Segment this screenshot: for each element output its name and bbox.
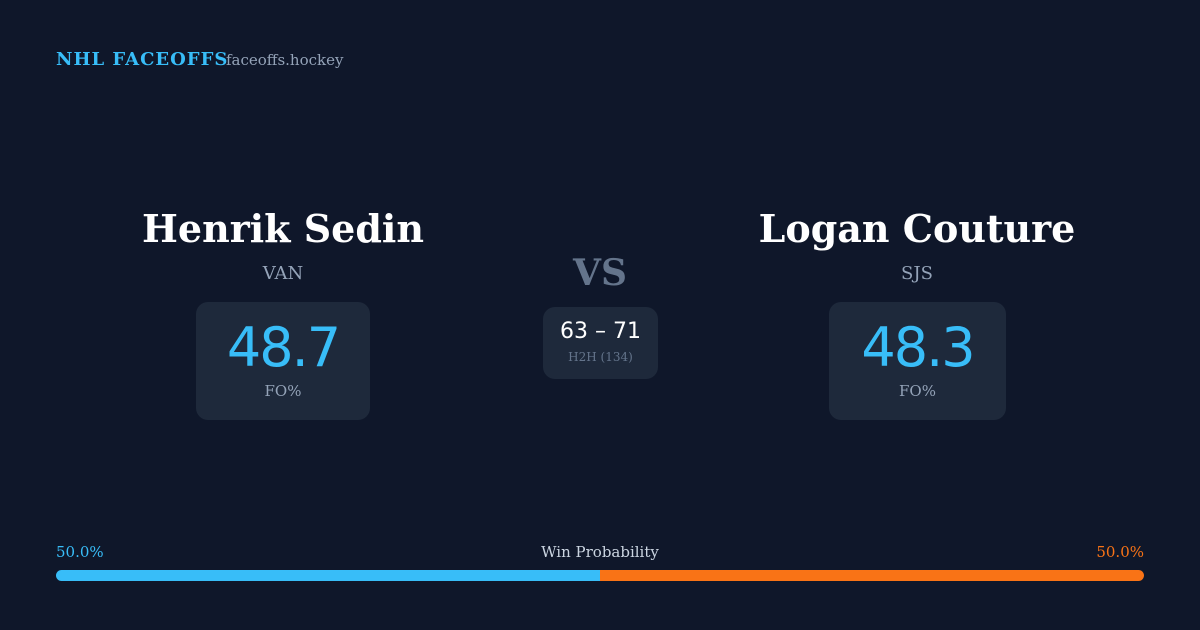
fo-box: 48.3 FO% [829, 302, 1006, 420]
right-probability: 50.0% [1096, 543, 1144, 561]
win-probability-title: Win Probability [541, 543, 659, 561]
brand: NHL FACEOFFS [56, 49, 229, 70]
fo-label: FO% [899, 382, 936, 400]
fo-pct: 48.3 [861, 316, 975, 379]
h2h-box: 63 – 71 H2H (134) [543, 307, 658, 379]
fo-box: 48.7 FO% [196, 302, 370, 420]
left-probability: 50.0% [56, 543, 104, 561]
right-segment [600, 570, 1144, 581]
team: VAN [262, 263, 304, 284]
h2h-score: 63 – 71 [560, 319, 641, 344]
player-name: Logan Couture [758, 206, 1076, 251]
vs: VS [573, 252, 627, 294]
left-segment [56, 570, 600, 581]
site: faceoffs.hockey [226, 51, 344, 69]
team: SJS [901, 263, 933, 284]
probability-bar [56, 570, 1144, 581]
fo-label: FO% [264, 382, 302, 400]
h2h-label: H2H (134) [568, 350, 633, 364]
fo-pct: 48.7 [226, 316, 341, 379]
player-name: Henrik Sedin [142, 206, 424, 251]
